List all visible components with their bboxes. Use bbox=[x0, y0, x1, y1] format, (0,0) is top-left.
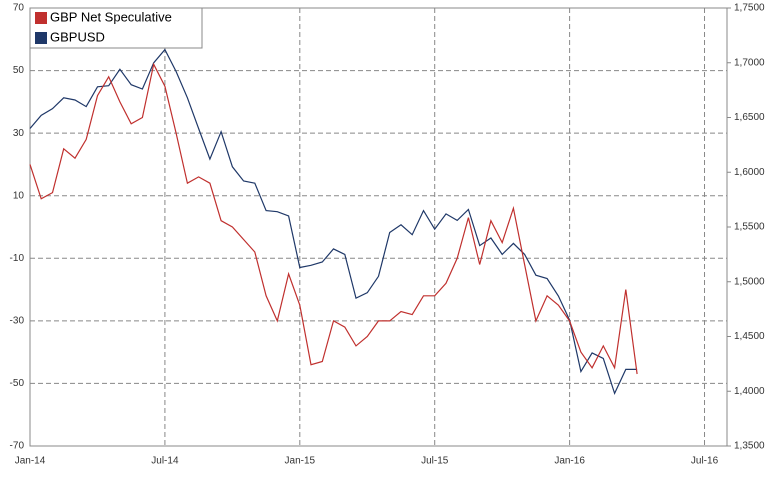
x-tick-label: Jan-15 bbox=[285, 456, 316, 467]
y2-tick-label: 1,7500 bbox=[734, 3, 765, 14]
y2-tick-label: 1,6500 bbox=[734, 112, 765, 123]
y-tick-label: 50 bbox=[13, 65, 25, 76]
plot-frame bbox=[29, 7, 728, 447]
y-tick-label: -70 bbox=[10, 441, 25, 452]
x-tick-label: Jul-16 bbox=[691, 456, 719, 467]
y-tick-label: 70 bbox=[13, 3, 25, 14]
y-tick-label: 30 bbox=[13, 128, 25, 139]
y2-tick-label: 1,4500 bbox=[734, 331, 765, 342]
series-line bbox=[29, 62, 638, 375]
legend-swatch bbox=[35, 12, 47, 24]
legend-label: GBP Net Speculative bbox=[50, 9, 172, 24]
x-tick-label: Jan-16 bbox=[554, 456, 585, 467]
y2-tick-label: 1,7000 bbox=[734, 57, 765, 68]
legend-box bbox=[29, 7, 203, 49]
y-tick-label: -10 bbox=[10, 253, 25, 264]
legend-label: GBPUSD bbox=[50, 29, 105, 44]
x-tick-label: Jan-14 bbox=[15, 456, 46, 467]
series-line bbox=[29, 48, 638, 396]
y-tick-label: 10 bbox=[13, 190, 25, 201]
legend-swatch bbox=[35, 32, 47, 44]
y2-tick-label: 1,6000 bbox=[734, 167, 765, 178]
y-tick-label: -30 bbox=[10, 315, 25, 326]
x-tick-label: Jul-15 bbox=[421, 456, 449, 467]
y-tick-label: -50 bbox=[10, 378, 25, 389]
y2-tick-label: 1,5500 bbox=[734, 222, 765, 233]
x-tick-label: Jul-14 bbox=[151, 456, 179, 467]
y2-tick-label: 1,4000 bbox=[734, 386, 765, 397]
y2-tick-label: 1,5000 bbox=[734, 276, 765, 287]
y2-tick-label: 1,3500 bbox=[734, 441, 765, 452]
